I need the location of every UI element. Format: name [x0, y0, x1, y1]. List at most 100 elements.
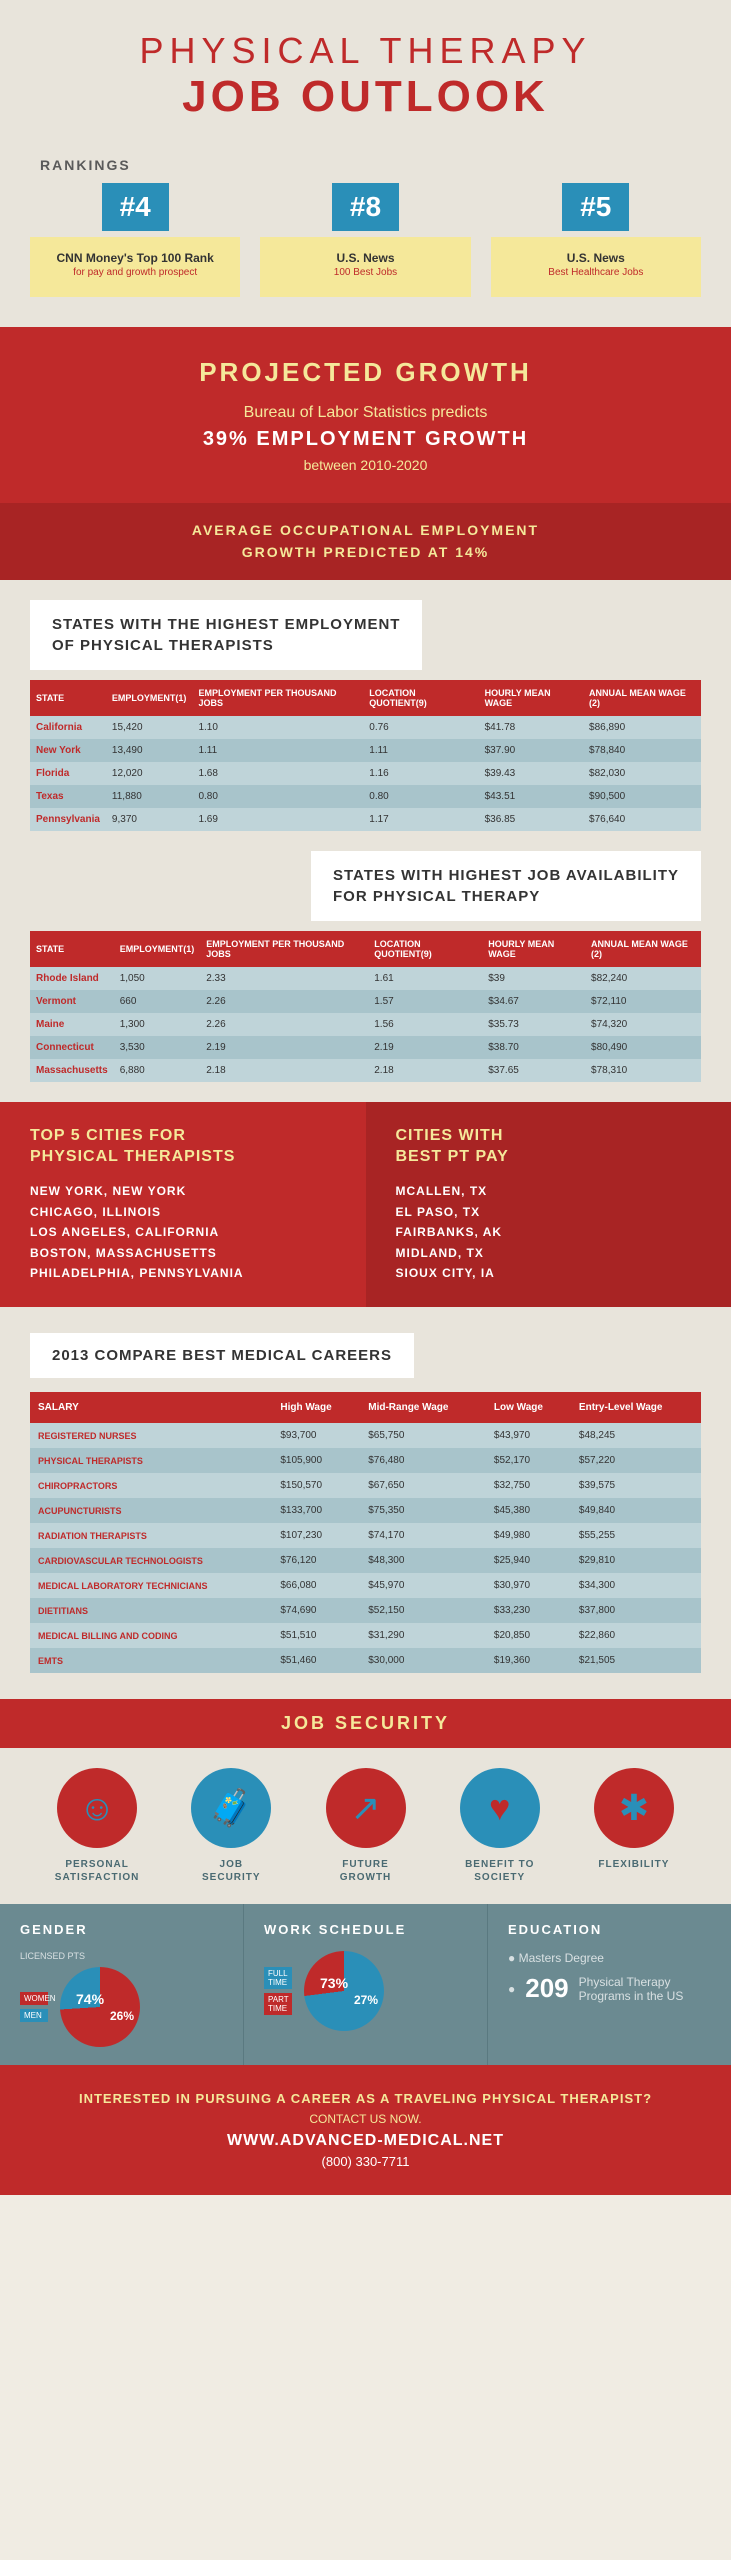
table-header: Low Wage: [486, 1392, 571, 1423]
education-col: EDUCATION ● Masters Degree ● 209 Physica…: [488, 1904, 731, 2065]
table-cell: $21,505: [571, 1648, 701, 1673]
security-banner: JOB SECURITY: [0, 1699, 731, 1748]
security-icon: ☺: [57, 1768, 137, 1848]
table-cell: $76,480: [360, 1448, 486, 1473]
table-cell: CHIROPRACTORS: [30, 1473, 272, 1498]
header: PHYSICAL THERAPY JOB OUTLOOK: [0, 0, 731, 142]
table-row: PHYSICAL THERAPISTS$105,900$76,480$52,17…: [30, 1448, 701, 1473]
edu-degree: ● Masters Degree: [508, 1951, 711, 1965]
rank-badge: #5: [562, 183, 629, 231]
table-cell: New York: [30, 739, 106, 762]
growth-pct: 39% EMPLOYMENT GROWTH: [30, 428, 701, 451]
table-cell: $32,750: [486, 1473, 571, 1498]
schedule-pie: 73% 27%: [304, 1951, 384, 2031]
table-cell: 2.26: [200, 990, 368, 1013]
table-cell: Connecticut: [30, 1036, 114, 1059]
security-icon: ↗: [326, 1768, 406, 1848]
careers-table: SALARYHigh WageMid-Range WageLow WageEnt…: [30, 1392, 701, 1673]
table-row: MEDICAL LABORATORY TECHNICIANS$66,080$45…: [30, 1573, 701, 1598]
table-cell: $74,170: [360, 1523, 486, 1548]
table-cell: $37.65: [482, 1059, 585, 1082]
top-cities-block: TOP 5 CITIES FORPHYSICAL THERAPISTS NEW …: [0, 1102, 366, 1308]
rank-sub: for pay and growth prospect: [40, 267, 230, 278]
table-cell: 3,530: [114, 1036, 201, 1059]
title-line1: PHYSICAL THERAPY: [20, 30, 711, 72]
table-cell: 1.17: [363, 808, 478, 831]
best-pay-list: MCALLEN, TXEL PASO, TXFAIRBANKS, AKMIDLA…: [396, 1181, 702, 1283]
table-cell: $48,245: [571, 1423, 701, 1448]
table-cell: $80,490: [585, 1036, 701, 1059]
table-cell: 2.19: [368, 1036, 482, 1059]
table-header: LOCATION QUOTIENT(9): [363, 680, 478, 716]
table-cell: $29,810: [571, 1548, 701, 1573]
rank-badge: #8: [332, 183, 399, 231]
table-cell: $39,575: [571, 1473, 701, 1498]
women-label: WOMEN: [20, 1992, 48, 2005]
security-label: PERSONALSATISFACTION: [30, 1858, 164, 1884]
table-header: Entry-Level Wage: [571, 1392, 701, 1423]
table-cell: MEDICAL BILLING AND CODING: [30, 1623, 272, 1648]
table-cell: $22,860: [571, 1623, 701, 1648]
table-cell: $66,080: [272, 1573, 360, 1598]
security-title: JOB SECURITY: [14, 1713, 717, 1734]
table-cell: 1.56: [368, 1013, 482, 1036]
table-row: EMTS$51,460$30,000$19,360$21,505: [30, 1648, 701, 1673]
table-cell: 2.19: [200, 1036, 368, 1059]
security-label: FUTUREGROWTH: [298, 1858, 432, 1884]
table-cell: DIETITIANS: [30, 1598, 272, 1623]
table-cell: 1,300: [114, 1013, 201, 1036]
table-cell: 1.10: [192, 716, 363, 739]
table-cell: $72,110: [585, 990, 701, 1013]
table-cell: $78,840: [583, 739, 701, 762]
table-cell: $76,120: [272, 1548, 360, 1573]
rank-sub: 100 Best Jobs: [270, 267, 460, 278]
table-cell: $38.70: [482, 1036, 585, 1059]
highest-avail-label: STATES WITH HIGHEST JOB AVAILABILITYFOR …: [311, 851, 701, 921]
rank-body: CNN Money's Top 100 Rank for pay and gro…: [30, 237, 240, 297]
table-cell: $39: [482, 967, 585, 990]
table-cell: $105,900: [272, 1448, 360, 1473]
security-item: 🧳 JOBSECURITY: [164, 1768, 298, 1884]
table-row: RADIATION THERAPISTS$107,230$74,170$49,9…: [30, 1523, 701, 1548]
table-cell: $30,000: [360, 1648, 486, 1673]
table-cell: $67,650: [360, 1473, 486, 1498]
table-row: CARDIOVASCULAR TECHNOLOGISTS$76,120$48,3…: [30, 1548, 701, 1573]
table-cell: $76,640: [583, 808, 701, 831]
table-header: STATE: [30, 680, 106, 716]
men-label: MEN: [20, 2009, 48, 2022]
table-cell: 1.69: [192, 808, 363, 831]
table-cell: Massachusetts: [30, 1059, 114, 1082]
table-row: Florida12,0201.681.16$39.43$82,030: [30, 762, 701, 785]
growth-years: between 2010-2020: [30, 457, 701, 473]
table-cell: 2.26: [200, 1013, 368, 1036]
table-cell: Vermont: [30, 990, 114, 1013]
gender-sub: LICENSED PTS: [20, 1951, 223, 1961]
top-cities-list: NEW YORK, NEW YORKCHICAGO, ILLINOISLOS A…: [30, 1181, 336, 1283]
rank-title: U.S. News: [501, 251, 691, 265]
table-cell: 2.18: [368, 1059, 482, 1082]
growth-text: Bureau of Labor Statistics predicts: [30, 404, 701, 422]
rank-body: U.S. News 100 Best Jobs: [260, 237, 470, 297]
table-row: Maine1,3002.261.56$35.73$74,320: [30, 1013, 701, 1036]
highest-emp-label: STATES WITH THE HIGHEST EMPLOYMENTOF PHY…: [30, 600, 422, 670]
schedule-legend: FULL TIME PART TIME: [264, 1965, 292, 2017]
table-cell: 2.33: [200, 967, 368, 990]
table-cell: 1.68: [192, 762, 363, 785]
careers-label: 2013 COMPARE BEST MEDICAL CAREERS: [30, 1333, 414, 1378]
table-cell: $20,850: [486, 1623, 571, 1648]
best-pay-title: CITIES WITHBEST PT PAY: [396, 1126, 702, 1168]
table-cell: 12,020: [106, 762, 193, 785]
table-header: EMPLOYMENT(1): [114, 931, 201, 967]
footer: INTERESTED IN PURSUING A CAREER AS A TRA…: [0, 2065, 731, 2195]
gender-title: GENDER: [20, 1922, 223, 1937]
security-label: JOBSECURITY: [164, 1858, 298, 1884]
full-pct: 73%: [320, 1975, 348, 1991]
table-row: Rhode Island1,0502.331.61$39$82,240: [30, 967, 701, 990]
table-cell: 1.57: [368, 990, 482, 1013]
rank-title: CNN Money's Top 100 Rank: [40, 251, 230, 265]
security-label: BENEFIT TOSOCIETY: [433, 1858, 567, 1884]
table-cell: 11,880: [106, 785, 193, 808]
rank-badge: #4: [102, 183, 169, 231]
avg-line1: AVERAGE OCCUPATIONAL EMPLOYMENT: [16, 519, 715, 541]
footer-phone: (800) 330-7711: [26, 2154, 705, 2169]
